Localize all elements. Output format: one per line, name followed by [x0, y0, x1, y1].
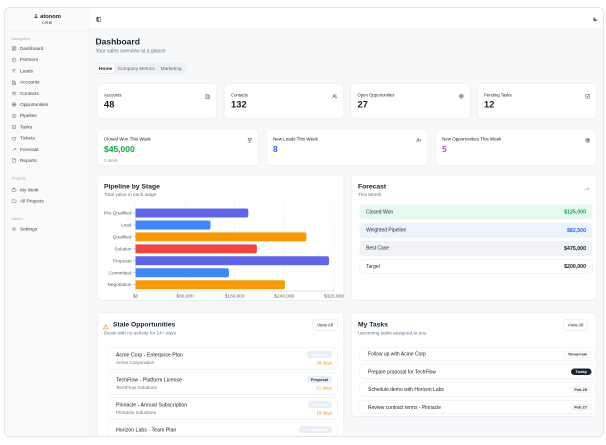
svg-text:Qualified: Qualified [113, 234, 132, 240]
svg-text:Pre-Qualified: Pre-Qualified [104, 211, 132, 217]
svg-text:Solution: Solution [114, 246, 132, 252]
svg-text:$320,000: $320,000 [324, 294, 344, 300]
svg-text:$160,000: $160,000 [225, 294, 245, 300]
svg-text:$240,000: $240,000 [274, 294, 294, 300]
svg-text:$0: $0 [133, 294, 139, 300]
svg-text:$80,000: $80,000 [177, 294, 195, 300]
svg-text:Proposal: Proposal [113, 258, 132, 264]
svg-text:Committed: Committed [109, 270, 132, 276]
svg-text:Lead: Lead [121, 222, 132, 228]
svg-text:Negotiation: Negotiation [107, 282, 131, 288]
